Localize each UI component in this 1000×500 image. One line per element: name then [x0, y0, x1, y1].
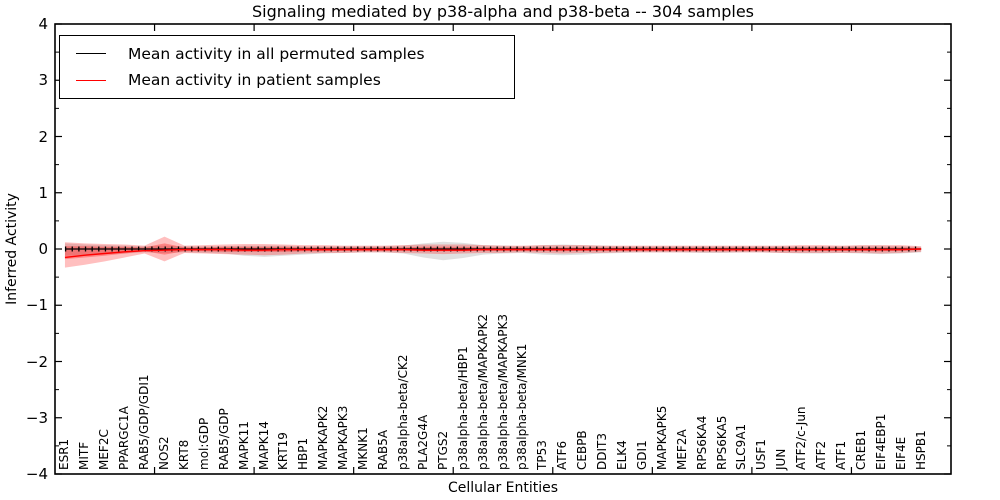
x-tick-label: USF1 [754, 439, 769, 470]
x-tick-label: MEF2C [97, 429, 112, 470]
x-tick-label: JUN [774, 448, 789, 470]
x-tick-label: ATF2/c-Jun [794, 406, 809, 470]
x-tick-label: p38alpha-beta/MAPKAPK3 [495, 314, 510, 470]
x-tick-label: CREB1 [853, 429, 868, 470]
legend-black-line-icon [76, 53, 106, 55]
y-tick-label: −3 [25, 408, 48, 427]
x-tick-label: RAB5/GDP [216, 408, 231, 470]
patient-band-inner [64, 243, 922, 260]
x-tick-label: ATF1 [833, 440, 848, 470]
x-tick-label: p38alpha-beta/MAPKAPK2 [475, 314, 490, 470]
legend-item-permuted: Mean activity in all permuted samples [60, 45, 514, 63]
x-tick-label: RAB5A [376, 429, 391, 470]
x-tick-label: CEBPB [575, 430, 590, 470]
x-tick-label: mol:GDP [196, 417, 211, 470]
y-tick-label: 0 [38, 240, 48, 258]
x-tick-label: PPARGC1A [117, 406, 132, 470]
y-tick-label: −2 [25, 352, 48, 371]
x-axis-label: Cellular Entities [447, 480, 559, 496]
y-tick-label: 4 [38, 15, 48, 33]
x-tick-label: RPS6KA5 [714, 415, 729, 470]
x-tick-label: TP53 [535, 440, 550, 470]
x-tick-label: ELK4 [614, 440, 629, 470]
x-tick-label: HSPB1 [913, 430, 928, 470]
x-tick-label: MITF [77, 441, 92, 470]
x-tick-label: MAPKAPK3 [336, 405, 351, 470]
x-tick-label: ATF2 [814, 440, 829, 470]
x-tick-label: HBP1 [296, 437, 311, 470]
x-tick-label: MAPK14 [256, 421, 271, 470]
x-tick-label: EIF4EBP1 [873, 413, 888, 470]
legend-item-patient: Mean activity in patient samples [60, 71, 514, 89]
x-tick-label: MAPKAPK2 [316, 405, 331, 470]
x-tick-label: p38alpha-beta/HBP1 [455, 346, 470, 470]
x-tick-label: EIF4E [893, 436, 908, 470]
x-tick-label: RPS6KA4 [694, 415, 709, 470]
y-tick-label: 3 [38, 71, 48, 90]
legend-label-permuted: Mean activity in all permuted samples [128, 44, 425, 63]
legend-label-patient: Mean activity in patient samples [128, 71, 381, 90]
y-tick-label: −4 [25, 465, 48, 483]
y-tick-label: 2 [38, 127, 48, 146]
y-tick-label: 1 [38, 183, 48, 202]
patient-mean-line [64, 248, 922, 259]
x-tick-label: MAPK11 [236, 421, 251, 470]
y-tick-label: −1 [25, 296, 48, 315]
x-tick-label: PLA2G4A [415, 414, 430, 470]
x-tick-label: RAB5/GDP/GDI1 [137, 374, 152, 470]
legend-red-line-icon [76, 79, 106, 81]
x-tick-label: MKNK1 [356, 427, 371, 470]
x-tick-label: NOS2 [157, 436, 171, 470]
x-tick-label: KRT8 [176, 439, 191, 470]
x-tick-label: MEF2A [674, 429, 689, 470]
x-tick-label: ATF6 [555, 440, 570, 470]
patient-band-outer [64, 236, 922, 268]
x-tick-label: SLC9A1 [734, 423, 749, 470]
x-tick-label: GDI1 [634, 440, 649, 470]
permuted-band [64, 241, 922, 261]
x-tick-label: DDIT3 [595, 433, 610, 470]
x-tick-label: KRT19 [276, 432, 291, 470]
x-tick-label: p38alpha-beta/CK2 [395, 354, 410, 470]
x-tick-label: PTGS2 [435, 430, 450, 470]
x-tick-label: ESR1 [57, 438, 72, 470]
legend: Mean activity in all permuted samples Me… [59, 35, 515, 99]
chart-title: Signaling mediated by p38-alpha and p38-… [251, 2, 754, 21]
x-tick-label: p38alpha-beta/MNK1 [515, 343, 530, 470]
x-tick-label: MAPKAPK5 [654, 405, 669, 470]
